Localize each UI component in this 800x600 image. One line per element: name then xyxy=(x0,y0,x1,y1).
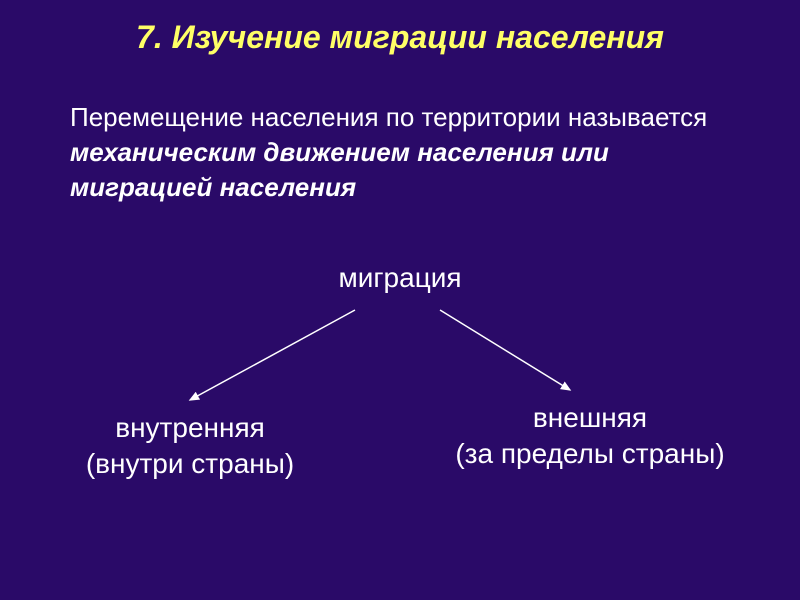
branch-right-line2: (за пределы страны) xyxy=(420,436,760,472)
arrow-right xyxy=(440,310,570,390)
branch-left: внутренняя (внутри страны) xyxy=(50,410,330,483)
branch-right-line1: внешняя xyxy=(420,400,760,436)
branch-right: внешняя (за пределы страны) xyxy=(420,400,760,473)
branch-left-line1: внутренняя xyxy=(50,410,330,446)
arrow-left xyxy=(190,310,355,400)
diagram-arrows xyxy=(0,0,800,600)
slide: 7. Изучение миграции населения Перемещен… xyxy=(0,0,800,600)
branch-left-line2: (внутри страны) xyxy=(50,446,330,482)
